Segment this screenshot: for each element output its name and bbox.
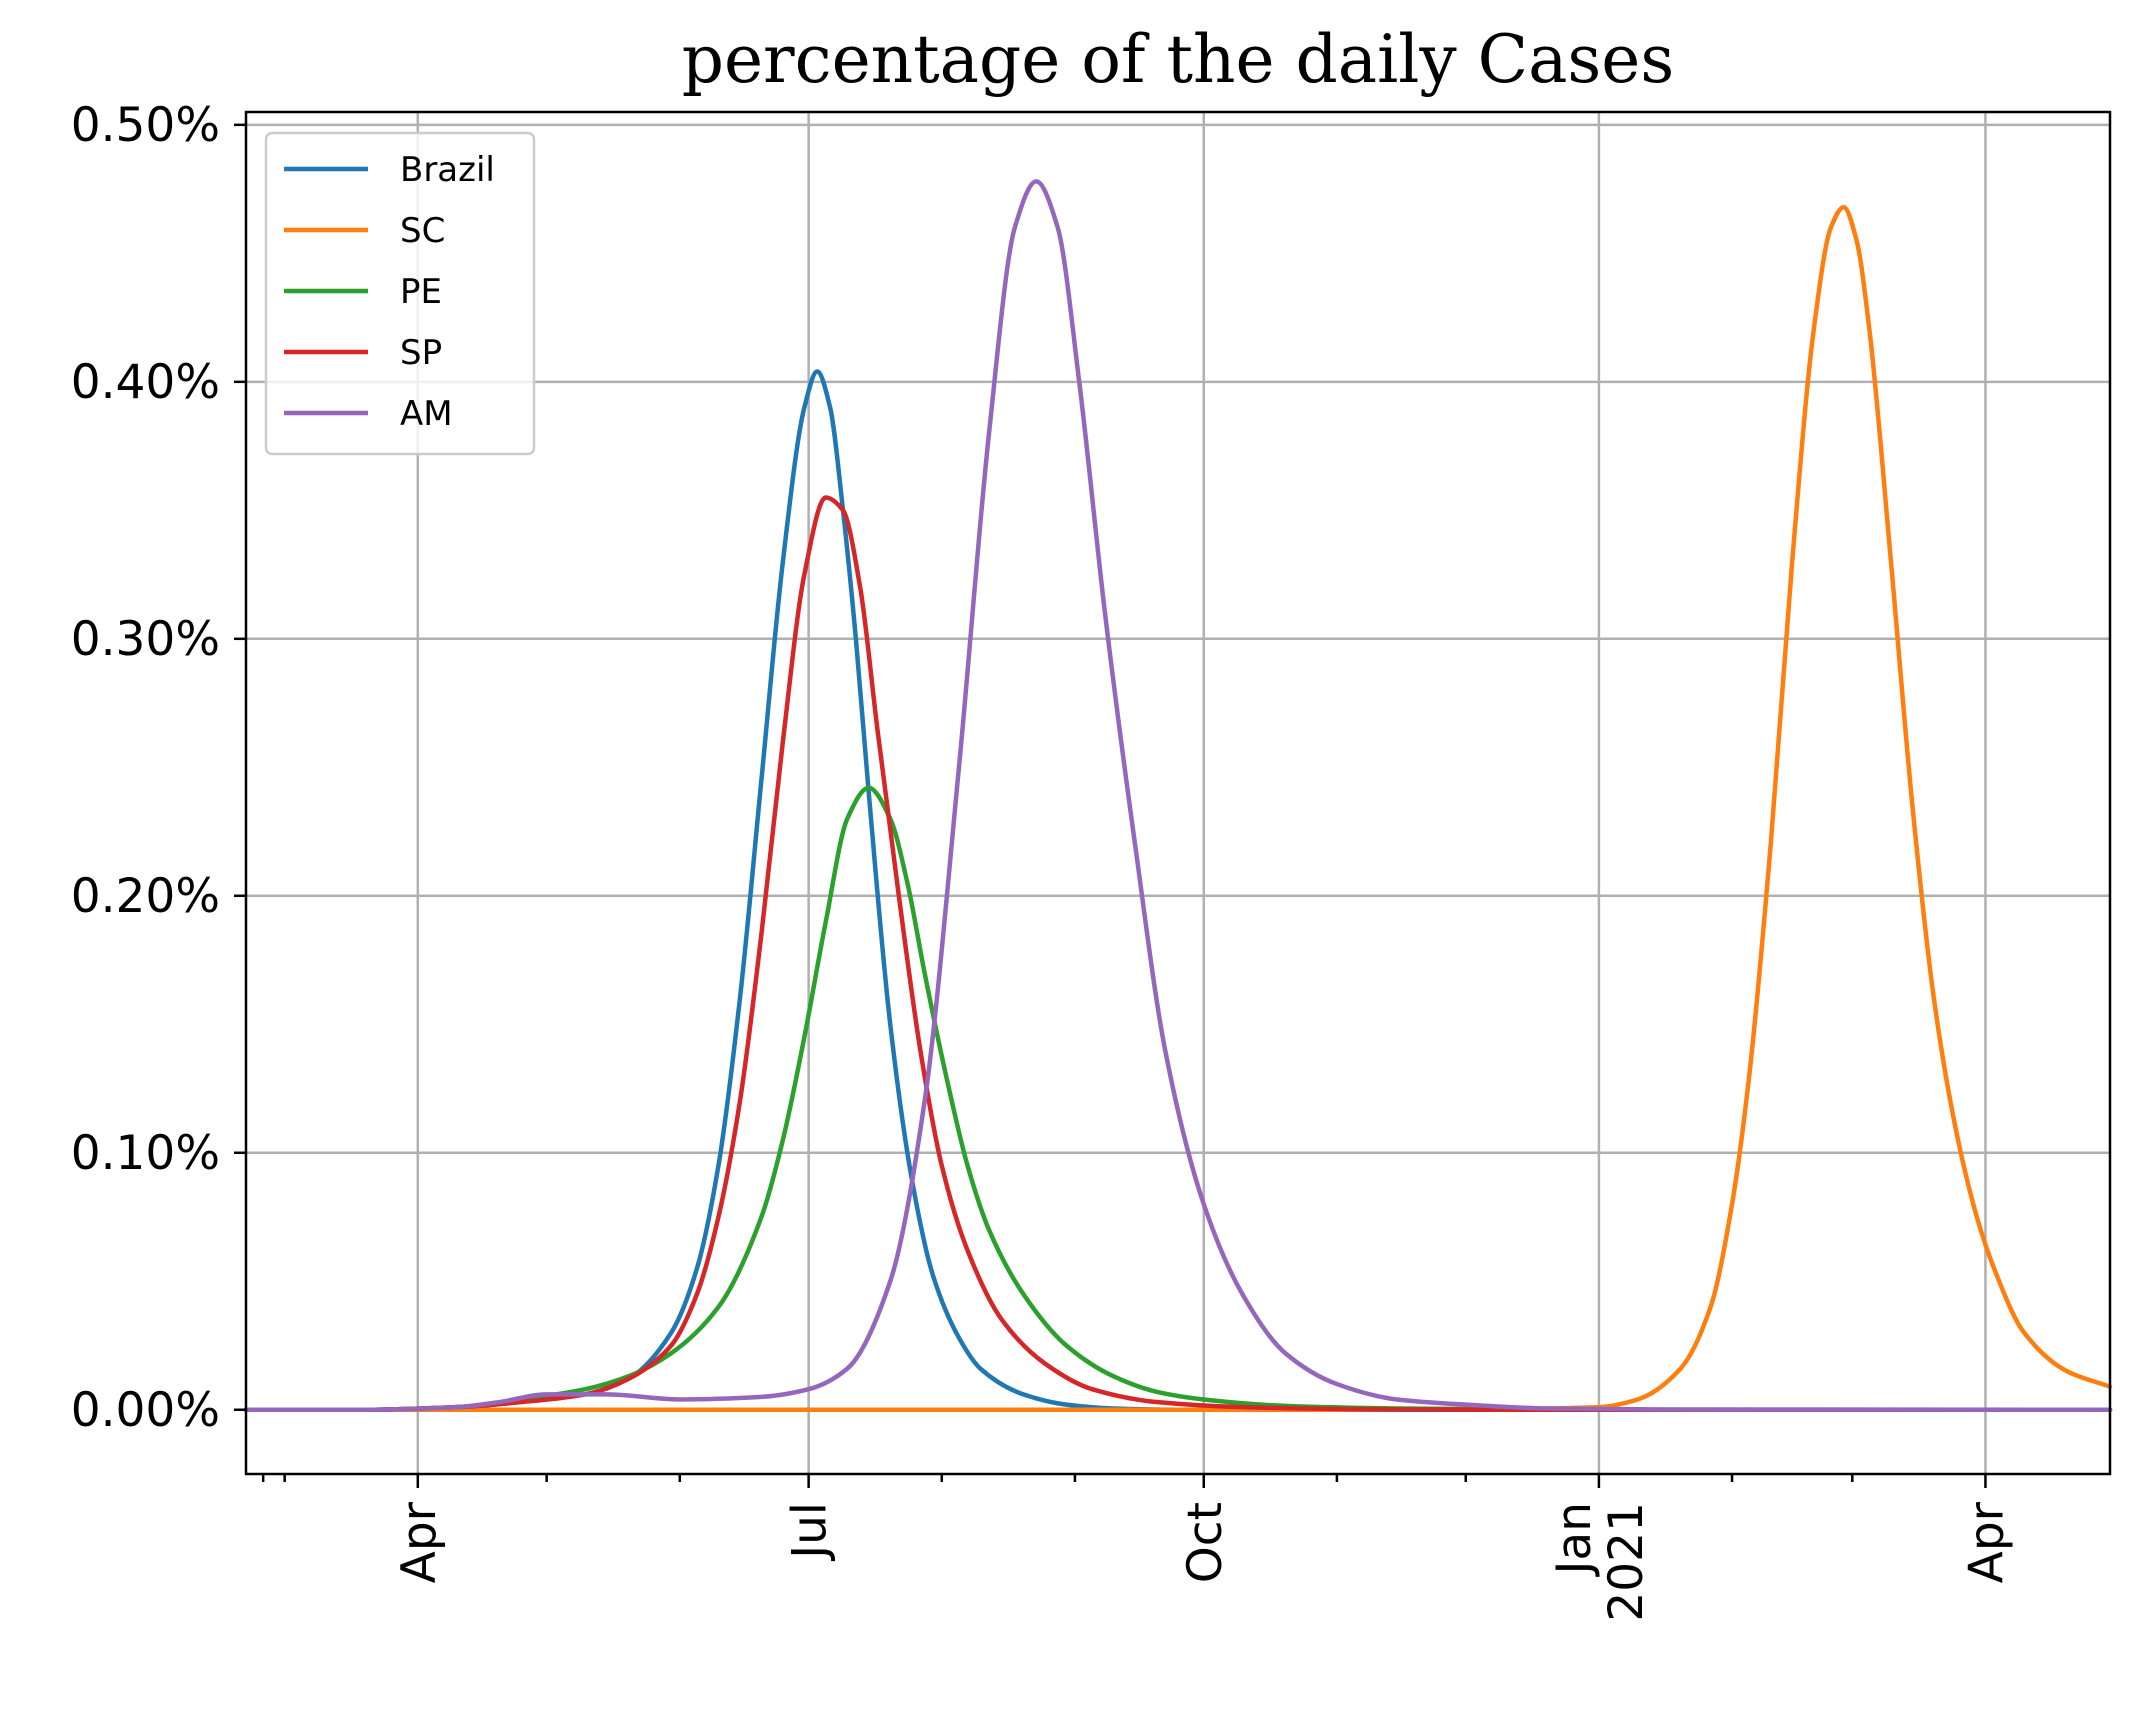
legend-label: PE — [400, 272, 442, 312]
x-tick-label: Jul — [783, 1502, 838, 1562]
x-tick-label-line: Apr — [392, 1501, 447, 1583]
y-tick-label: 0.20% — [71, 869, 220, 924]
legend-label: SC — [400, 211, 445, 251]
series-line-brazil — [243, 369, 2113, 1413]
legend-label: SP — [400, 333, 442, 373]
series-lines — [243, 179, 2113, 1413]
grid — [246, 112, 2110, 1474]
axis-ticks: 0.00% 0.10% 0.20% 0.30% 0.40% 0.50% Apr Jul Oct J… — [71, 98, 2015, 1622]
x-tick-label: Apr — [1959, 1501, 2014, 1583]
legend: Brazil SC PE SP AM — [264, 131, 536, 456]
legend-label: AM — [400, 394, 453, 434]
series-line-am — [243, 179, 2113, 1412]
y-tick-label: 0.40% — [71, 355, 220, 410]
y-tick-label: 0.30% — [71, 612, 220, 667]
x-tick-label-line: 2021 — [1599, 1502, 1654, 1622]
legend-label: Brazil — [400, 150, 495, 190]
x-tick-label-line: Apr — [1959, 1501, 2014, 1583]
x-tick-label-line: Oct — [1178, 1502, 1233, 1583]
chart-title: percentage of the daily Cases — [682, 21, 1674, 98]
y-tick-label: 0.00% — [71, 1383, 220, 1438]
y-tick-label: 0.10% — [71, 1126, 220, 1181]
x-tick-label: Oct — [1178, 1502, 1233, 1583]
x-tick-label-line: Jul — [783, 1502, 838, 1562]
y-tick-label: 0.50% — [71, 98, 220, 153]
x-tick-label: Apr — [392, 1501, 447, 1583]
series-line-pe — [243, 785, 2113, 1412]
legend-box — [264, 131, 536, 456]
x-tick-label-line: Jan — [1547, 1502, 1602, 1577]
plot-frame — [244, 110, 2112, 1476]
series-line-sp — [243, 495, 2113, 1413]
